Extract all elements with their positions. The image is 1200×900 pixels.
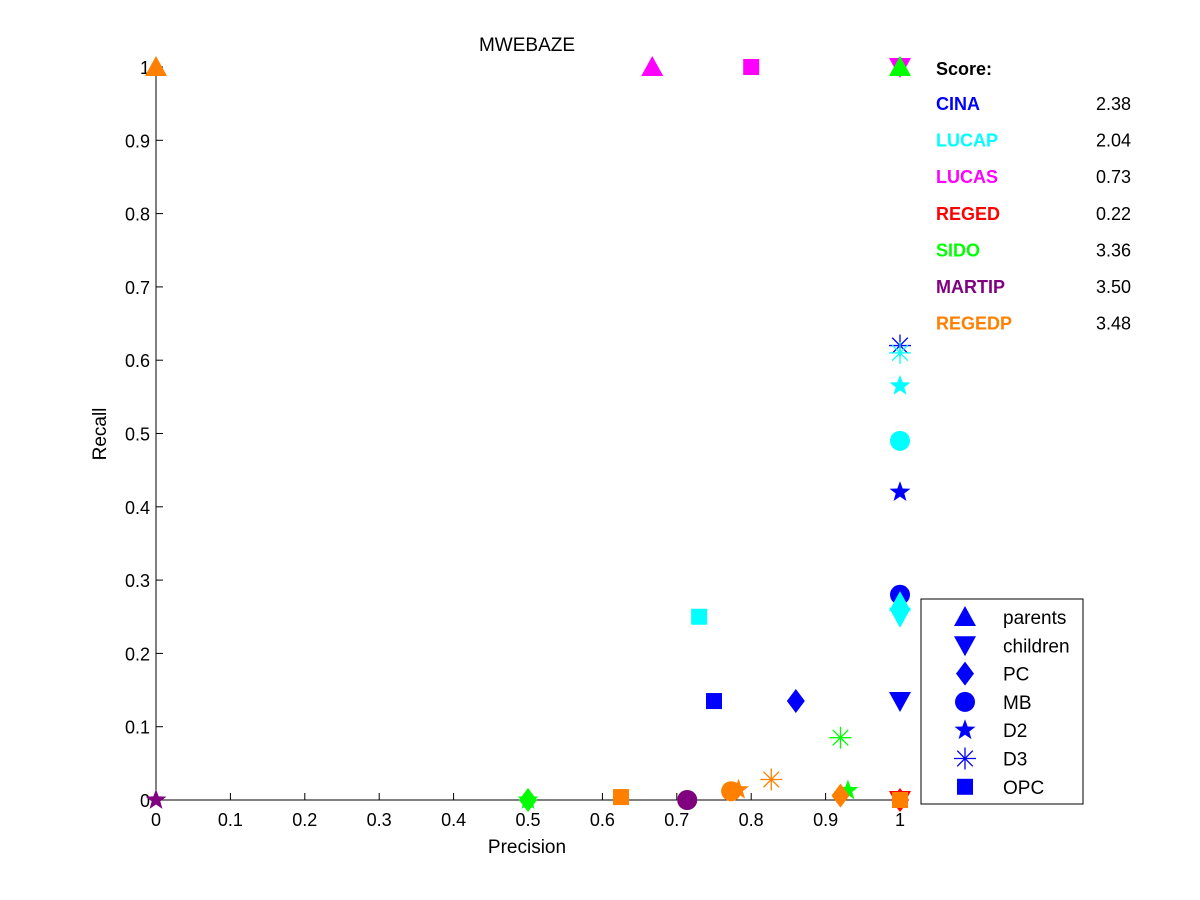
legend-label-parents: parents [1003,608,1066,629]
point-regedp-asterisk [760,768,783,791]
x-tick-label: 0.7 [664,810,689,830]
point-sido-asterisk [829,726,852,749]
score-dataset-martip: MARTIP [936,277,1005,297]
x-tick-label: 0.3 [367,810,392,830]
y-tick-label: 1 [140,58,150,78]
x-tick-label: 0.6 [590,810,615,830]
point-lucap-triangle-up [889,591,911,612]
score-value-regedp: 3.48 [1096,314,1131,334]
x-tick-label: 0.4 [441,810,466,830]
x-tick-label: 0.1 [218,810,243,830]
point-lucap-star [889,374,911,395]
point-cina-triangle-down [889,692,911,713]
x-tick-label: 0.9 [813,810,838,830]
point-lucas-square [743,59,760,75]
score-value-martip: 3.50 [1096,277,1131,297]
y-tick-label: 0 [140,791,150,811]
point-regedp-square [892,792,908,808]
legend-marker-d3 [954,747,976,770]
score-value-lucas: 0.73 [1096,167,1131,187]
point-sido-star [837,779,859,800]
legend-marker-d2 [954,719,976,740]
point-sido-diamond [519,788,537,812]
y-tick-label: 0.1 [125,718,150,738]
legend-marker-children [954,636,976,657]
point-regedp-star [728,778,750,799]
y-axis-label: Recall [90,408,111,461]
y-tick-label: 0.8 [125,205,150,225]
point-lucap-asterisk [889,341,911,364]
point-lucap-triangle-down [889,607,911,628]
axes: 0 0.1 0.2 0.3 0.4 0.5 0.6 0.7 0.8 0.9 1 0 0.1 0.2 0.3 0… [125,58,905,830]
x-axis-label: Precision [488,837,566,858]
y-tick-label: 0.6 [125,351,150,371]
score-dataset-lucap: LUCAP [936,131,998,151]
x-tick-label: 1 [895,810,905,830]
legend-marker-opc [957,778,973,795]
legend-label-d2: D2 [1003,721,1027,742]
score-dataset-sido: SIDO [936,240,980,260]
y-tick-label: 0.3 [125,571,150,591]
y-tick-label: 0.4 [125,498,150,518]
point-lucap-circle [890,430,910,451]
legend-box [920,598,1084,805]
marker-legend: parents children PC MB D2 D3 OPC [920,598,1084,805]
y-tick-label: 0.9 [125,131,150,151]
legend-label-children: children [1003,636,1070,657]
y-tick-label: 0.5 [125,425,150,445]
point-cina-star [889,481,911,502]
score-value-cina: 2.38 [1096,94,1131,114]
score-value-reged: 0.22 [1096,204,1131,224]
point-regedp-square [613,789,629,806]
y-tick-label: 0.2 [125,644,150,664]
x-tick-label: 0 [151,810,161,830]
point-regedp-diamond [831,783,850,808]
point-regedp-triangle-up [145,56,167,76]
point-martip-circle [677,790,698,810]
score-value-sido: 3.36 [1096,240,1131,260]
legend-marker-parents [954,606,976,626]
legend-label-d3: D3 [1003,750,1027,771]
point-lucap-square [691,608,708,625]
point-sido-triangle-up [889,56,911,76]
x-tick-label: 0.8 [739,810,764,830]
x-tick-label: 0.5 [515,810,540,830]
score-dataset-reged: REGED [936,204,1000,224]
legend-label-opc: OPC [1003,778,1044,799]
legend-label-pc: PC [1003,665,1029,686]
score-header: Score: [936,59,992,79]
score-dataset-regedp: REGEDP [936,314,1012,334]
score-dataset-cina: CINA [936,94,980,114]
point-cina-diamond [786,689,805,714]
score-dataset-lucas: LUCAS [936,167,998,187]
y-tick-label: 0.7 [125,278,150,298]
point-martip-star [145,789,167,809]
point-lucas-triangle-up [641,56,664,76]
x-tick-label: 0.2 [292,810,317,830]
point-cina-square [706,693,722,710]
data-points [145,56,911,812]
legend-marker-pc [956,661,974,686]
score-value-lucap: 2.04 [1096,131,1131,151]
plot-area [156,67,900,800]
score-panel: Score: CINA 2.38 LUCAP 2.04 LUCAS 0.73 REGED 0.… [936,59,1131,334]
chart-title: MWEBAZE [479,35,575,56]
legend-marker-mb [955,691,975,712]
legend-label-mb: MB [1003,693,1032,714]
